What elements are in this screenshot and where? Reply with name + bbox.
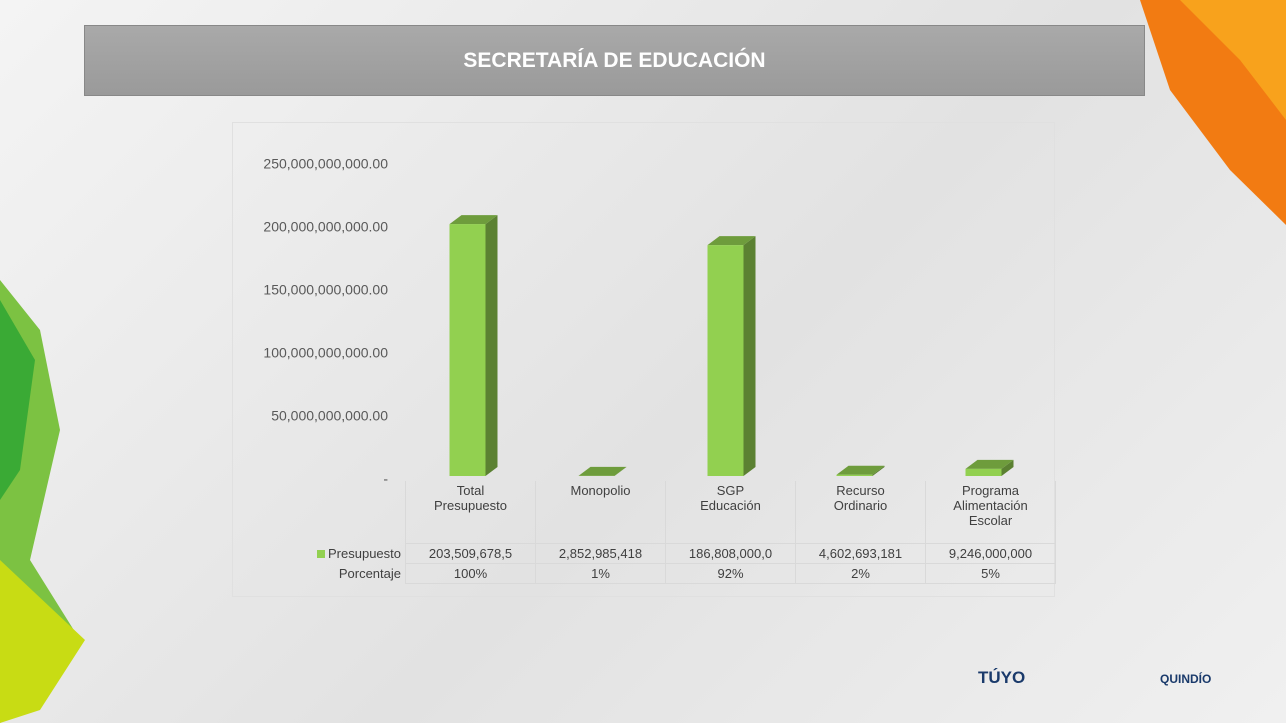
legend-entry: Presupuesto (290, 544, 406, 564)
table-cell: 92% (666, 564, 796, 584)
slide-title: SECRETARÍA DE EDUCACIÓN (84, 25, 1145, 96)
x-tick-label: Recurso Ordinario (816, 483, 906, 513)
table-corner (290, 481, 406, 544)
table-cell: SGP Educación (666, 481, 796, 544)
table-cell: Programa Alimentación Escolar (926, 481, 1056, 544)
data-label: 4,602,693,181 (796, 544, 926, 564)
table-cell: 100% (406, 564, 536, 584)
logo: QUINDÍO (1160, 672, 1211, 686)
table-cell: Recurso Ordinario (796, 481, 926, 544)
table-cell: 2% (796, 564, 926, 584)
logo: TÚYO (978, 668, 1025, 688)
slide: -50,000,000,000.00100,000,000,000.00150,… (0, 0, 1286, 723)
data-label: 186,808,000,0 (666, 544, 796, 564)
table-row: Total Presupuesto Monopolio SGP Educación R… (290, 481, 1056, 544)
x-tick-label: SGP Educación (686, 483, 776, 513)
data-label: 9,246,000,000 (926, 544, 1056, 564)
table-cell: Monopolio (536, 481, 666, 544)
table-cell: 1% (536, 564, 666, 584)
x-tick-label: Monopolio (556, 483, 646, 498)
data-label: 203,509,678,5 (406, 544, 536, 564)
x-tick-label: Total Presupuesto (426, 483, 516, 513)
table-cell: Total Presupuesto (406, 481, 536, 544)
x-tick-label: Programa Alimentación Escolar (946, 483, 1036, 528)
legend-swatch (317, 550, 325, 558)
table-cell: 5% (926, 564, 1056, 584)
legend-label: Presupuesto (328, 546, 401, 561)
data-label: 2,852,985,418 (536, 544, 666, 564)
row-header: Porcentaje (290, 564, 406, 584)
data-table: Total Presupuesto Monopolio SGP Educación R… (290, 481, 1056, 584)
